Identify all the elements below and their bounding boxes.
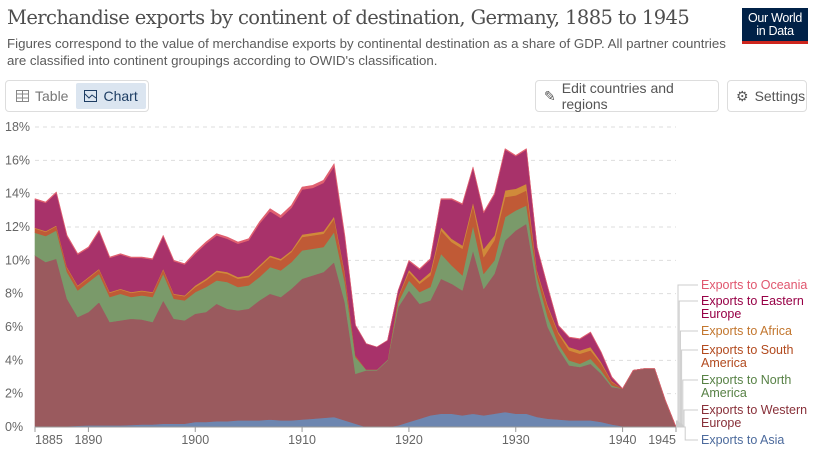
gear-icon: ⚙ — [736, 87, 749, 104]
logo-line1: Our World — [747, 11, 803, 25]
legend-label: Exports to South — [701, 343, 794, 357]
legend-africa[interactable]: Exports to Africa — [701, 325, 811, 338]
chart-title: Merchandise exports by continent of dest… — [7, 6, 690, 29]
legend-label: America — [701, 356, 747, 370]
legend-eastern-europe[interactable]: Exports to Eastern Europe — [701, 295, 811, 321]
table-icon — [16, 90, 29, 102]
legend-connector — [676, 379, 698, 426]
area-exports-to-oceania — [34, 148, 677, 428]
legend-label: Europe — [701, 416, 742, 430]
y-tick-label: 8% — [5, 287, 23, 301]
x-tick-label: 1900 — [181, 433, 209, 447]
y-tick-label: 2% — [5, 387, 23, 401]
legend-oceania[interactable]: Exports to Oceania — [701, 279, 811, 292]
legend-connector — [676, 349, 698, 425]
tab-chart-label: Chart — [103, 88, 138, 104]
y-tick-label: 14% — [5, 187, 30, 201]
edit-countries-button[interactable]: ✎ Edit countries and regions — [535, 80, 719, 112]
settings-button[interactable]: ⚙ Settings — [727, 80, 807, 112]
legend-label: Europe — [701, 307, 742, 321]
view-tabs: Table Chart — [5, 80, 149, 112]
tab-chart[interactable]: Chart — [76, 83, 146, 109]
tab-table-label: Table — [35, 88, 69, 104]
y-tick-label: 6% — [5, 320, 23, 334]
x-tick-label: 1910 — [288, 433, 316, 447]
pencil-icon: ✎ — [544, 87, 556, 104]
y-tick-label: 0% — [5, 420, 23, 434]
x-tick-label: 1890 — [75, 433, 103, 447]
legend-label: Exports to Oceania — [701, 278, 808, 292]
legend-label: Exports to Africa — [701, 324, 793, 338]
legend-north-america[interactable]: Exports to North America — [701, 374, 811, 400]
chart-icon — [84, 90, 98, 102]
legend-connector — [676, 284, 698, 422]
legend-label: Exports to Eastern — [701, 294, 804, 308]
legend-connector — [676, 409, 698, 427]
settings-label: Settings — [754, 88, 806, 104]
legend-western-europe[interactable]: Exports to Western Europe — [701, 404, 811, 430]
y-tick-label: 16% — [5, 153, 30, 167]
x-tick-label: 1940 — [609, 433, 637, 447]
logo-line2: in Data — [756, 24, 794, 38]
legend-asia[interactable]: Exports to Asia — [701, 434, 811, 447]
tab-table[interactable]: Table — [8, 83, 76, 109]
x-tick-label: 1945 — [648, 433, 676, 447]
x-tick-label: 1920 — [395, 433, 423, 447]
y-tick-label: 18% — [5, 120, 30, 134]
legend-connector — [676, 300, 698, 423]
owid-logo[interactable]: Our World in Data — [742, 8, 808, 44]
legend-label: Exports to Asia — [701, 433, 785, 447]
x-tick-label: 1885 — [35, 433, 63, 447]
legend-label: Exports to North — [701, 373, 792, 387]
y-tick-label: 12% — [5, 220, 30, 234]
legend-south-america[interactable]: Exports to South America — [701, 344, 811, 370]
legend-connector — [676, 426, 698, 441]
x-tick-label: 1930 — [502, 433, 530, 447]
y-tick-label: 10% — [5, 253, 30, 267]
y-tick-label: 4% — [5, 353, 23, 367]
legend-label: Exports to Western — [701, 403, 808, 417]
legend-connector — [676, 330, 698, 424]
chart-subtitle: Figures correspond to the value of merch… — [7, 36, 726, 68]
edit-countries-label: Edit countries and regions — [561, 80, 674, 112]
legend-label: America — [701, 386, 747, 400]
